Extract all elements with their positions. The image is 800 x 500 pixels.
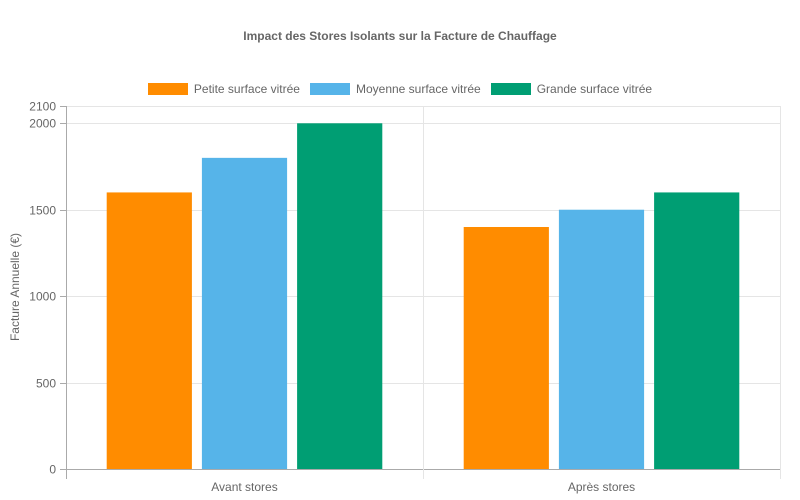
bar[interactable]: [558, 209, 645, 469]
y-tick-label: 2000: [29, 117, 56, 131]
y-tick-label: 0: [49, 463, 56, 477]
bar[interactable]: [201, 157, 288, 469]
bar[interactable]: [654, 192, 740, 469]
bar[interactable]: [297, 123, 383, 470]
chart-title: Impact des Stores Isolants sur la Factur…: [243, 29, 557, 43]
x-tick-label: Après stores: [568, 480, 635, 494]
legend-label: Moyenne surface vitrée: [355, 82, 481, 96]
legend-item-large[interactable]: Grande surface vitrée: [490, 82, 653, 96]
legend-swatch: [309, 83, 350, 95]
legend-swatch: [490, 83, 531, 95]
legend: Petite surface vitrée Moyenne surface vi…: [0, 82, 800, 96]
legend-item-small[interactable]: Petite surface vitrée: [147, 82, 300, 96]
legend-swatch: [147, 83, 188, 95]
y-tick-label: 2100: [29, 100, 56, 114]
x-tick-label: Avant stores: [211, 480, 277, 494]
y-tick-label: 1000: [29, 290, 56, 304]
bar[interactable]: [463, 227, 549, 469]
y-tick-label: 1500: [29, 204, 56, 218]
y-tick-label: 500: [36, 377, 56, 391]
legend-item-medium[interactable]: Moyenne surface vitrée: [309, 82, 481, 96]
legend-label: Petite surface vitrée: [193, 82, 300, 96]
bar[interactable]: [106, 192, 192, 469]
legend-label: Grande surface vitrée: [536, 82, 653, 96]
